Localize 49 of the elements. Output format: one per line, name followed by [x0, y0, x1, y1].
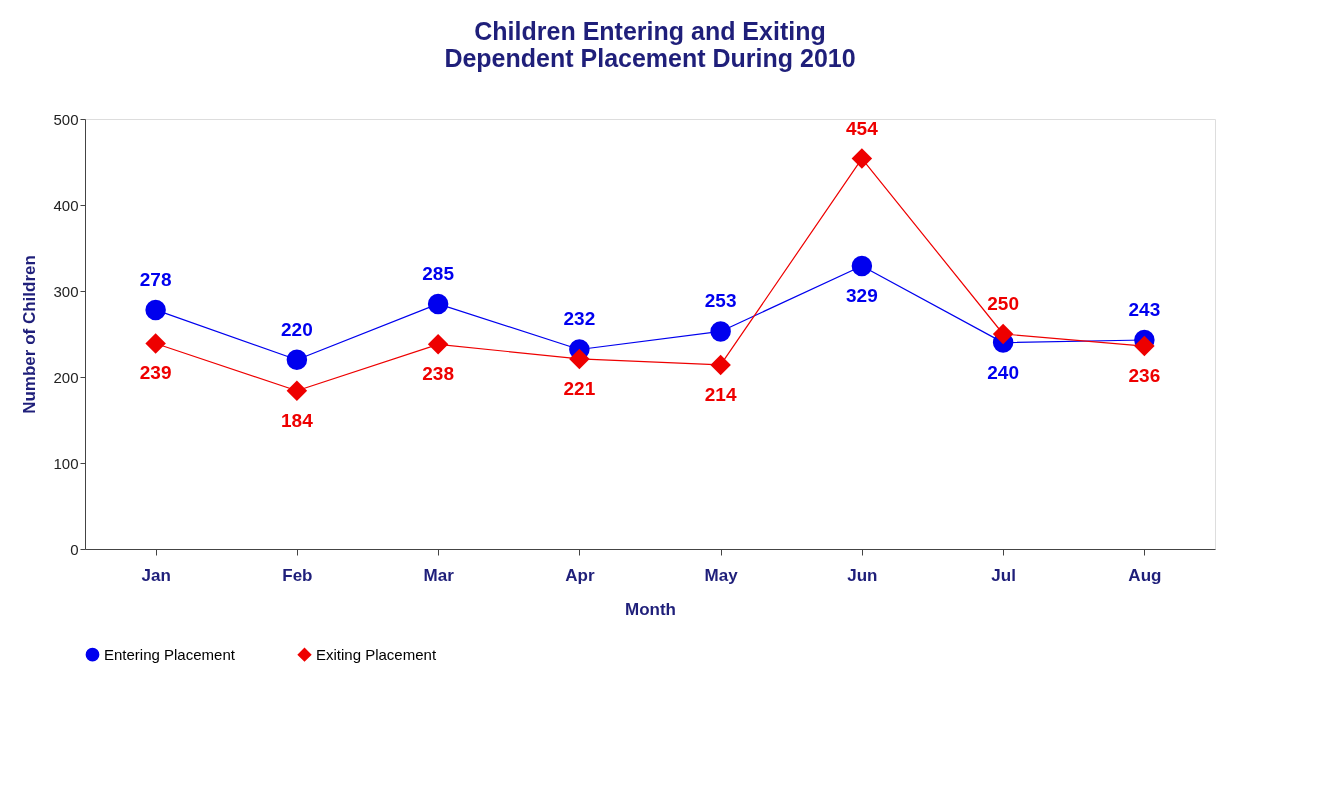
y-tick-label: 400 [53, 196, 79, 214]
point [427, 293, 449, 315]
point [569, 348, 590, 370]
point [1134, 335, 1155, 357]
point [992, 323, 1014, 345]
y-tick-label: 0 [70, 540, 79, 558]
x-tick-label: Aug [1128, 565, 1162, 585]
x-axis-title: Month [625, 599, 676, 619]
data-label: 454 [846, 117, 879, 139]
data-label: 243 [1128, 299, 1161, 321]
y-tick-label: 300 [53, 282, 79, 300]
x-tick-label: Apr [565, 565, 595, 585]
data-label: 221 [563, 377, 596, 399]
point [710, 321, 731, 342]
legend-label: Entering Placement [104, 645, 236, 663]
data-label: 329 [846, 285, 878, 307]
x-tick-label: Jun [847, 565, 878, 585]
data-label: 220 [281, 318, 313, 340]
text: Dependent Placement During 2010 [444, 44, 856, 72]
x-tick-label: Feb [282, 565, 313, 585]
data-label: 214 [704, 383, 737, 405]
data-label: 253 [704, 290, 737, 312]
x-tick-label: Mar [423, 565, 455, 585]
text: Children Entering and Exiting [474, 17, 826, 45]
point [710, 354, 731, 376]
data-label: 285 [422, 262, 455, 284]
x-tick-label: Jan [141, 565, 171, 585]
point [851, 148, 873, 169]
data-label: 184 [281, 409, 314, 431]
point [145, 299, 166, 321]
data-label: 278 [139, 268, 172, 290]
data-label: 239 [139, 362, 172, 384]
data-label: 238 [422, 363, 454, 385]
data-label: 236 [1128, 365, 1161, 387]
point [286, 380, 308, 402]
point [286, 349, 308, 371]
data-label: 232 [563, 308, 596, 330]
x-tick-label: May [704, 565, 739, 585]
point [145, 333, 166, 354]
legend-label: Exiting Placement [316, 645, 437, 663]
y-axis-title: Number of Children [20, 255, 40, 414]
y-tick-label: 500 [53, 110, 79, 128]
y-tick-label: 100 [53, 454, 79, 472]
data-label: 250 [987, 293, 1019, 314]
point [851, 255, 873, 277]
data-label: 240 [987, 361, 1019, 383]
point [427, 334, 449, 355]
x-tick-label: Jul [991, 565, 1016, 585]
y-tick-label: 200 [53, 368, 79, 386]
